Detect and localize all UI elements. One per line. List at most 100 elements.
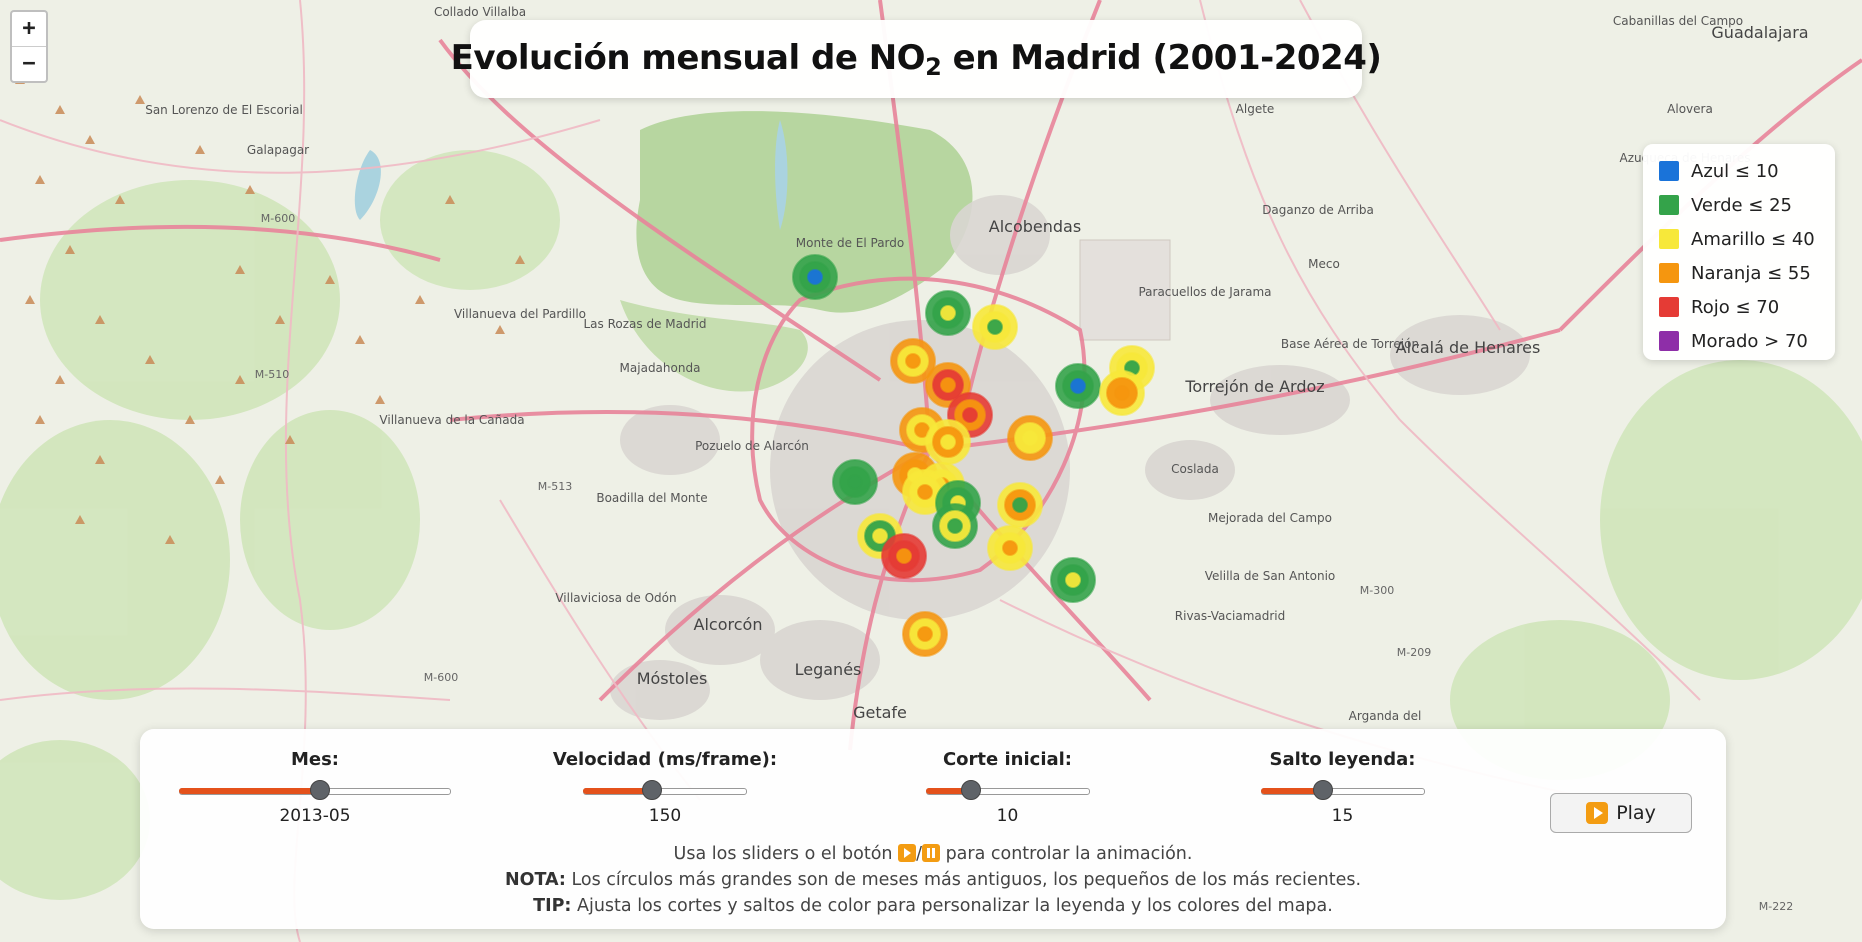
mountain-icon <box>445 195 455 204</box>
month-label: Mes: <box>290 749 340 770</box>
mountain-icon <box>55 105 65 114</box>
controls-panel: Mes: 2013-05 Velocidad (ms/frame): 150 C… <box>140 729 1726 929</box>
map-label: Meco <box>1308 257 1340 271</box>
station-ring <box>1065 572 1081 588</box>
legend-item-naranja: Naranja ≤ 55 <box>1659 256 1819 290</box>
map-label: M-300 <box>1360 584 1394 597</box>
step-slider-thumb[interactable] <box>1312 780 1333 800</box>
legend-swatch <box>1659 297 1679 317</box>
step-slider[interactable] <box>1260 780 1425 800</box>
map-label: Torrejón de Ardoz <box>1184 377 1324 396</box>
station-ring <box>807 269 823 285</box>
station-ring <box>940 305 956 321</box>
speed-label: Velocidad (ms/frame): <box>552 749 778 770</box>
page-title: Evolución mensual de NO2 en Madrid (2001… <box>450 37 1382 81</box>
map-label: Las Rozas de Madrid <box>584 317 707 331</box>
help-notes: Usa los sliders o el botón / para contro… <box>140 841 1726 919</box>
mountain-icon <box>415 295 425 304</box>
station-ring <box>905 353 921 369</box>
mountain-icon <box>375 395 385 404</box>
step-label: Salto leyenda: <box>1269 749 1416 770</box>
speed-slider[interactable] <box>583 780 747 800</box>
map-label: Guadalajara <box>1711 23 1808 42</box>
map-label: M-209 <box>1397 646 1431 659</box>
station-marker[interactable] <box>832 459 878 505</box>
map-label: M-510 <box>255 368 289 381</box>
map-label: Getafe <box>853 703 907 722</box>
map-label: Rivas-Vaciamadrid <box>1175 609 1285 623</box>
month-slider-thumb[interactable] <box>310 780 331 800</box>
zoom-out-button[interactable]: − <box>12 46 46 81</box>
station-marker[interactable] <box>987 525 1033 571</box>
station-ring <box>940 434 956 450</box>
play-icon <box>1586 802 1609 824</box>
map-label: Majadahonda <box>620 361 701 375</box>
mountain-icon <box>95 455 105 464</box>
legend-item-azul: Azul ≤ 10 <box>1659 154 1819 188</box>
color-legend: Azul ≤ 10 Verde ≤ 25 Amarillo ≤ 40 Naran… <box>1643 144 1835 360</box>
legend-item-amarillo: Amarillo ≤ 40 <box>1659 222 1819 256</box>
zoom-in-button[interactable]: + <box>22 16 36 41</box>
help-line-2: NOTA: Los círculos más grandes son de me… <box>504 870 1362 890</box>
station-marker[interactable] <box>792 254 838 300</box>
legend-item-rojo: Rojo ≤ 70 <box>1659 290 1819 324</box>
station-marker[interactable] <box>997 482 1043 528</box>
mountain-icon <box>55 375 65 384</box>
station-ring <box>872 528 888 544</box>
station-ring <box>962 407 978 423</box>
map-label: Monte de El Pardo <box>796 236 904 250</box>
station-marker[interactable] <box>972 304 1018 350</box>
map-label: Galapagar <box>247 143 309 157</box>
map-label: Paracuellos de Jarama <box>1138 285 1271 299</box>
station-marker[interactable] <box>1099 370 1145 416</box>
play-button[interactable]: Play <box>1550 793 1692 833</box>
station-ring <box>917 626 933 642</box>
map-label: Villanueva del Pardillo <box>454 307 586 321</box>
legend-item-verde: Verde ≤ 25 <box>1659 188 1819 222</box>
station-ring <box>917 484 933 500</box>
station-marker[interactable] <box>881 533 927 579</box>
station-marker[interactable] <box>947 392 993 438</box>
station-ring <box>1022 430 1038 446</box>
station-marker[interactable] <box>1055 363 1101 409</box>
map-label: Arganda del <box>1349 709 1422 723</box>
month-slider[interactable] <box>179 780 451 800</box>
station-marker[interactable] <box>890 338 936 384</box>
mountain-icon <box>145 355 155 364</box>
station-marker[interactable] <box>932 503 978 549</box>
mountain-icon <box>165 535 175 544</box>
mountain-icon <box>325 275 335 284</box>
map-label: Villanueva de la Cañada <box>379 413 524 427</box>
legend-swatch <box>1659 195 1679 215</box>
map-label: Móstoles <box>637 669 708 688</box>
map-label: M-600 <box>261 212 295 225</box>
mountain-icon <box>515 255 525 264</box>
month-control: Mes: 2013-05 <box>175 749 455 826</box>
mountain-icon <box>35 175 45 184</box>
map-label: Leganés <box>795 660 862 679</box>
month-value: 2013-05 <box>279 806 351 826</box>
cut-slider[interactable] <box>925 780 1090 800</box>
title-box: Evolución mensual de NO2 en Madrid (2001… <box>451 20 1382 98</box>
station-marker[interactable] <box>925 419 971 465</box>
map-label: Mejorada del Campo <box>1208 511 1332 525</box>
station-ring <box>1012 497 1028 513</box>
map-label: San Lorenzo de El Escorial <box>145 103 303 117</box>
map-label: Base Aérea de Torrejón <box>1281 337 1419 351</box>
map-label: Boadilla del Monte <box>596 491 707 505</box>
map-label: Villaviciosa de Odón <box>555 591 676 605</box>
cut-slider-thumb[interactable] <box>961 780 982 800</box>
mountain-icon <box>85 135 95 144</box>
station-marker[interactable] <box>902 611 948 657</box>
map-label: M-600 <box>424 671 458 684</box>
mountain-icon <box>65 245 75 254</box>
speed-value: 150 <box>648 806 682 826</box>
station-marker[interactable] <box>925 290 971 336</box>
station-marker[interactable] <box>1007 415 1053 461</box>
station-marker[interactable] <box>1050 557 1096 603</box>
map-label: Alcorcón <box>694 615 763 634</box>
help-line-1: Usa los sliders o el botón / para contro… <box>673 844 1193 864</box>
station-ring <box>847 474 863 490</box>
station-ring <box>987 319 1003 335</box>
speed-slider-thumb[interactable] <box>641 780 662 800</box>
